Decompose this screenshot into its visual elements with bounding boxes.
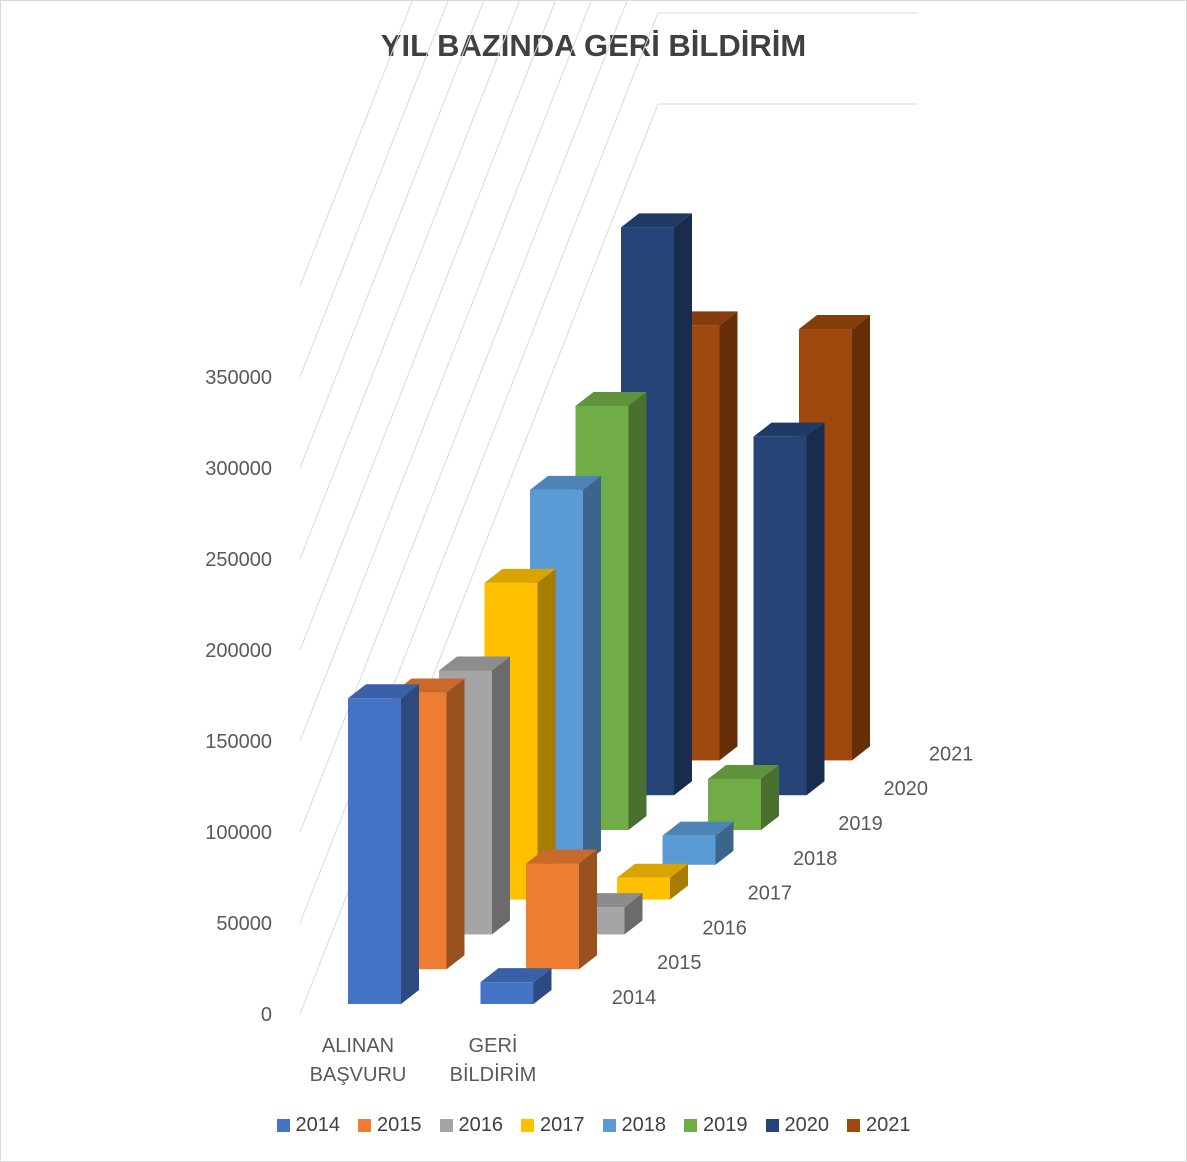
bar-2014-1 xyxy=(480,982,534,1004)
legend-swatch xyxy=(684,1119,697,1132)
bar-2014-0 xyxy=(348,698,401,1004)
legend-label: 2017 xyxy=(540,1114,585,1136)
legend-item-2019: 2019 xyxy=(684,1114,748,1137)
depth-label-2016: 2016 xyxy=(702,917,747,939)
category-label: ALINAN xyxy=(322,1035,394,1057)
y-tick-label: 150000 xyxy=(205,731,272,753)
legend-item-2017: 2017 xyxy=(521,1114,585,1137)
bar-side-2016-1 xyxy=(624,893,643,935)
bar-side-2019-1 xyxy=(761,765,779,830)
legend-swatch xyxy=(358,1119,371,1132)
bar-side-2015-0 xyxy=(446,678,465,970)
bar-side-2017-1 xyxy=(670,863,688,900)
bar-top-2014-1 xyxy=(480,968,552,983)
bar-side-2017-0 xyxy=(537,568,556,900)
bar-side-2020-1 xyxy=(806,422,825,796)
y-tick-label: 350000 xyxy=(205,367,272,389)
legend-label: 2014 xyxy=(295,1114,341,1136)
legend-label: 2020 xyxy=(784,1114,830,1136)
bar-top-2019-0 xyxy=(575,391,647,406)
category-label: GERİ xyxy=(469,1034,518,1057)
gridline-side-3 xyxy=(299,0,593,742)
bar-2020-1 xyxy=(753,436,807,796)
bar-top-2019-1 xyxy=(708,765,779,780)
y-tick-label: 100000 xyxy=(205,822,272,844)
bar-side-2020-0 xyxy=(674,213,692,796)
chart-title: YIL BAZINDA GERİ BİLDİRİM xyxy=(380,28,807,63)
legend-label: 2016 xyxy=(458,1114,504,1136)
bar-top-2014-0 xyxy=(348,684,419,699)
depth-label-2015: 2015 xyxy=(657,952,702,974)
legend-swatch xyxy=(276,1119,290,1132)
depth-label-2014: 2014 xyxy=(612,987,657,1009)
bar-top-2018-0 xyxy=(530,475,601,490)
depth-label-2017: 2017 xyxy=(748,883,793,905)
gridline-side-top xyxy=(299,0,414,287)
y-tick-label: 0 xyxy=(261,1004,272,1026)
bar-side-2019-0 xyxy=(628,391,647,830)
legend-swatch xyxy=(847,1119,860,1132)
bar-side-2014-0 xyxy=(401,684,419,1004)
bar-side-2021-1 xyxy=(852,315,870,761)
category-label: BİLDİRİM xyxy=(450,1063,537,1086)
chart-legend: 2014 2015 2016 2017 2018 2019 2020 2021 xyxy=(0,1114,1187,1137)
bar-side-2016-0 xyxy=(492,656,510,935)
category-label: BAŞVURU xyxy=(310,1064,407,1086)
gridline-side-2 xyxy=(299,0,628,833)
legend-item-2020: 2020 xyxy=(765,1114,830,1137)
bar-2015-1 xyxy=(526,863,579,970)
y-tick-label: 300000 xyxy=(205,458,272,480)
gridline-side-6 xyxy=(299,0,485,469)
depth-label-2019: 2019 xyxy=(838,813,883,835)
bar-top-2020-1 xyxy=(753,422,825,437)
legend-label: 2021 xyxy=(866,1114,911,1136)
bar-top-2020-0 xyxy=(621,213,692,228)
legend-item-2014: 2014 xyxy=(276,1114,341,1137)
bar-2018-1 xyxy=(662,835,716,865)
legend-swatch xyxy=(521,1119,534,1132)
gridline-side-5 xyxy=(299,0,521,560)
gridline-side-7 xyxy=(299,0,449,378)
bar-side-2018-1 xyxy=(715,821,734,865)
bar-side-2018-0 xyxy=(583,475,601,865)
bar-side-2021-0 xyxy=(719,311,738,761)
legend-swatch xyxy=(765,1119,779,1132)
legend-label: 2015 xyxy=(377,1114,422,1136)
legend-item-2021: 2021 xyxy=(847,1114,911,1137)
bar-2019-1 xyxy=(708,779,761,830)
depth-label-2021: 2021 xyxy=(929,743,974,765)
bar-top-2015-1 xyxy=(526,849,597,864)
bar-top-2021-1 xyxy=(799,315,870,330)
bar-top-2018-1 xyxy=(662,821,734,836)
legend-item-2016: 2016 xyxy=(439,1114,504,1137)
legend-swatch xyxy=(439,1119,453,1132)
y-tick-label: 200000 xyxy=(205,640,272,662)
legend-label: 2018 xyxy=(621,1114,667,1136)
bar-top-2017-1 xyxy=(617,863,688,878)
bar-top-2017-0 xyxy=(484,568,556,583)
bar-top-2016-0 xyxy=(439,656,510,671)
depth-label-2020: 2020 xyxy=(884,778,929,800)
depth-label-2018: 2018 xyxy=(793,848,838,870)
legend-label: 2019 xyxy=(703,1114,748,1136)
bar-side-2015-1 xyxy=(579,849,597,970)
y-tick-label: 250000 xyxy=(205,549,272,571)
legend-item-2015: 2015 xyxy=(358,1114,422,1137)
legend-item-2018: 2018 xyxy=(602,1114,667,1137)
bar-side-2014-1 xyxy=(533,968,552,1004)
legend-swatch xyxy=(602,1119,616,1132)
y-tick-label: 50000 xyxy=(216,913,272,935)
gridline-side-4 xyxy=(299,0,557,651)
